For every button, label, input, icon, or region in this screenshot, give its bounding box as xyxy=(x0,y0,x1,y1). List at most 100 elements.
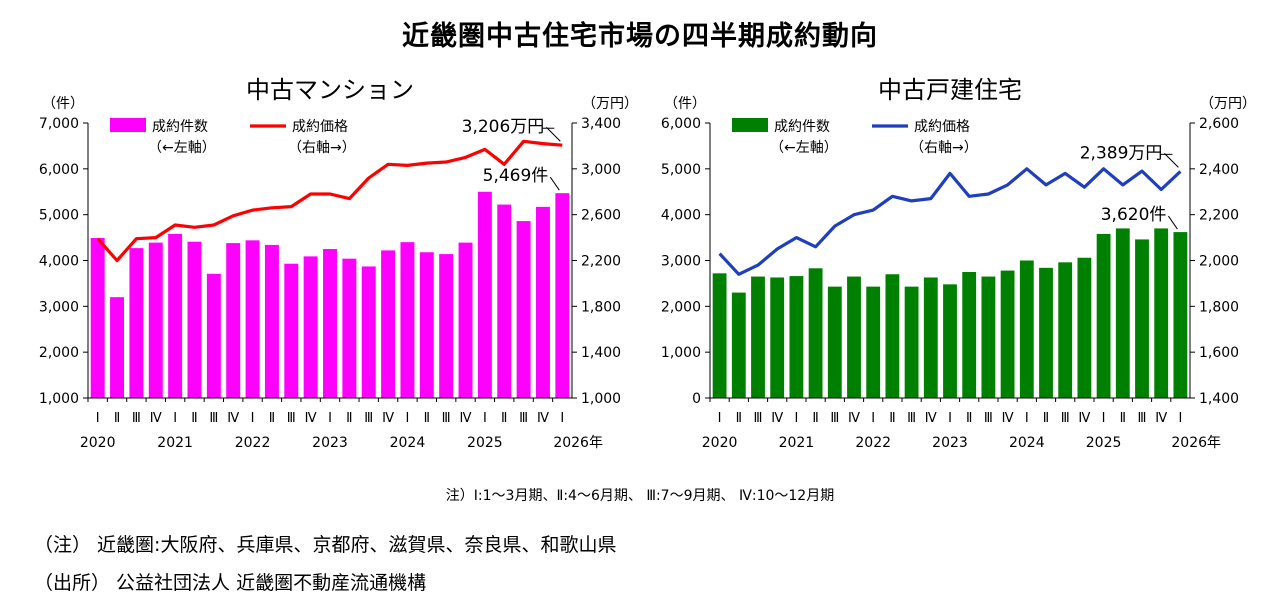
price-line xyxy=(96,139,563,263)
right-tick-label: 1,000 xyxy=(581,391,621,407)
quarter-label: Ⅳ xyxy=(537,411,549,426)
quarter-label: Ⅰ xyxy=(948,411,952,426)
left-tick-label: 3,000 xyxy=(39,299,79,315)
right-axis-unit: （万円） xyxy=(1200,96,1256,112)
count-bar xyxy=(943,284,957,398)
count-bar xyxy=(731,292,746,398)
legend-line-sub: （右軸→） xyxy=(288,140,356,156)
count-bar xyxy=(110,297,125,398)
quarter-label: Ⅲ xyxy=(287,411,296,426)
right-tick-label: 3,400 xyxy=(581,116,621,132)
quarter-label: Ⅲ xyxy=(984,411,993,426)
main-title: 近畿圏中古住宅市場の四半期成約動向 xyxy=(402,21,878,52)
quarter-label: Ⅰ xyxy=(173,411,177,426)
count-leader-line xyxy=(1167,215,1178,230)
quarter-label: Ⅳ xyxy=(771,411,783,426)
quarter-label: Ⅳ xyxy=(925,411,937,426)
left-tick-label: 5,000 xyxy=(39,208,79,224)
quarter-label: Ⅰ xyxy=(794,411,798,426)
legend-bar-swatch xyxy=(732,118,768,132)
quarter-label: Ⅱ xyxy=(424,411,430,426)
count-bar xyxy=(751,276,765,398)
left-axis-unit: （件） xyxy=(664,96,706,112)
count-bar xyxy=(400,242,415,398)
count-annotation: 3,620件 xyxy=(1101,205,1167,225)
count-bar xyxy=(712,273,727,398)
count-bar xyxy=(1077,257,1092,398)
count-bar xyxy=(808,268,823,398)
left-tick-label: 5,000 xyxy=(661,162,701,178)
period-note: 注）Ⅰ:1～3月期、Ⅱ:4～6月期、 Ⅲ:7～9月期、 Ⅳ:10～12月期 xyxy=(445,488,835,504)
count-bar xyxy=(284,263,299,398)
year-label: 2022 xyxy=(235,435,271,451)
count-bar xyxy=(1135,239,1149,398)
quarter-label: Ⅲ xyxy=(830,411,839,426)
count-bar xyxy=(206,273,221,398)
quarter-label: Ⅱ xyxy=(269,411,275,426)
left-tick-label: 6,000 xyxy=(661,116,701,132)
right-tick-label: 2,200 xyxy=(581,254,621,270)
right-tick-label: 1,800 xyxy=(1199,299,1239,315)
quarter-label: Ⅲ xyxy=(364,411,373,426)
quarter-label: Ⅰ xyxy=(328,411,332,426)
legend-line-sub: （右軸→） xyxy=(910,140,978,156)
left-tick-label: 2,000 xyxy=(661,299,701,315)
year-label: 2026年 xyxy=(1171,435,1221,451)
quarter-label: Ⅱ xyxy=(889,411,895,426)
count-bar xyxy=(129,248,144,398)
quarter-label: Ⅳ xyxy=(305,411,317,426)
count-bar xyxy=(1019,260,1034,398)
legend-line-label: 成約価格 xyxy=(292,119,348,135)
quarter-label: Ⅱ xyxy=(736,411,742,426)
count-bar xyxy=(439,254,454,398)
count-bar xyxy=(323,249,337,398)
quarter-label: Ⅳ xyxy=(150,411,162,426)
chart-title: 中古戸建住宅 xyxy=(878,76,1022,104)
count-bar xyxy=(885,274,900,398)
count-bar xyxy=(497,204,512,398)
count-bar xyxy=(168,233,183,398)
quarter-label: Ⅰ xyxy=(96,411,100,426)
year-label: 2025 xyxy=(467,435,503,451)
count-bar xyxy=(458,242,473,398)
count-bar xyxy=(789,276,804,398)
count-bar xyxy=(342,258,357,398)
right-axis-unit: （万円） xyxy=(582,96,638,112)
left-tick-label: 1,000 xyxy=(661,345,701,361)
quarter-label: Ⅳ xyxy=(1078,411,1090,426)
quarter-label: Ⅰ xyxy=(406,411,410,426)
year-label: 2026年 xyxy=(553,435,603,451)
right-tick-label: 1,400 xyxy=(1199,391,1239,407)
left-tick-label: 6,000 xyxy=(39,162,79,178)
legend-bar-label: 成約件数 xyxy=(774,119,830,135)
left-tick-label: 0 xyxy=(692,391,701,407)
count-bar xyxy=(1058,262,1073,398)
legend-bar-sub: （←左軸） xyxy=(770,140,838,156)
quarter-label: Ⅳ xyxy=(460,411,472,426)
year-label: 2022 xyxy=(855,435,891,451)
price-leader-line xyxy=(545,126,561,142)
left-tick-label: 4,000 xyxy=(39,254,79,270)
legend-bar-label: 成約件数 xyxy=(152,119,208,135)
quarter-label: Ⅲ xyxy=(132,411,141,426)
year-label: 2020 xyxy=(80,435,116,451)
count-bar xyxy=(770,277,785,398)
count-bar xyxy=(477,191,492,398)
quarter-label: Ⅱ xyxy=(966,411,972,426)
count-bar xyxy=(419,252,434,398)
right-tick-label: 1,600 xyxy=(1199,345,1239,361)
quarter-label: Ⅱ xyxy=(1043,411,1049,426)
count-bar xyxy=(866,286,881,398)
quarter-label: Ⅲ xyxy=(519,411,528,426)
quarter-label: Ⅳ xyxy=(848,411,860,426)
count-bar xyxy=(1154,228,1169,398)
year-label: 2021 xyxy=(157,435,193,451)
quarter-label: Ⅲ xyxy=(907,411,916,426)
legend-bar-sub: （←左軸） xyxy=(148,140,216,156)
left-tick-label: 3,000 xyxy=(661,254,701,270)
price-annotation: 2,389万円 xyxy=(1080,143,1163,163)
quarter-label: Ⅱ xyxy=(114,411,120,426)
year-label: 2025 xyxy=(1086,435,1122,451)
count-bar xyxy=(361,266,376,398)
quarter-label: Ⅰ xyxy=(871,411,875,426)
